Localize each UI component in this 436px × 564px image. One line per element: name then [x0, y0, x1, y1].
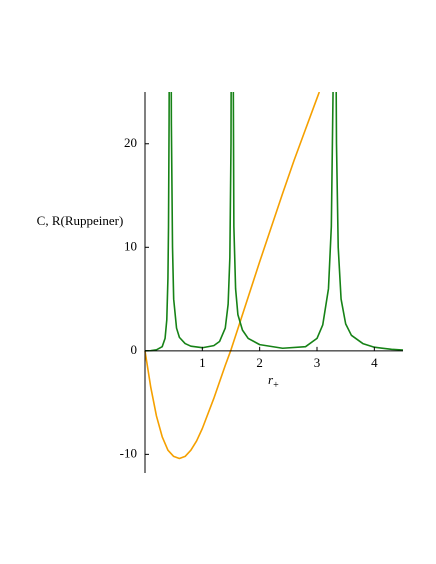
series-line — [144, 92, 321, 460]
y-tick-label: 10 — [124, 238, 137, 253]
x-tick-label: 2 — [256, 355, 263, 370]
y-tick-label: 0 — [131, 342, 138, 357]
series-line — [144, 92, 404, 352]
x-label-sub: + — [273, 380, 279, 391]
x-label-main: r — [268, 372, 274, 387]
y-axis-label: C, R(Ruppeiner) — [37, 213, 124, 228]
x-tick-label: 4 — [371, 355, 378, 370]
x-tick-label: 1 — [199, 355, 206, 370]
y-tick-label: -10 — [120, 445, 137, 460]
plot-area — [144, 92, 404, 460]
x-tick-label: 3 — [314, 355, 321, 370]
x-axis-label: r+ — [268, 372, 279, 391]
y-tick-label: 20 — [124, 135, 137, 150]
